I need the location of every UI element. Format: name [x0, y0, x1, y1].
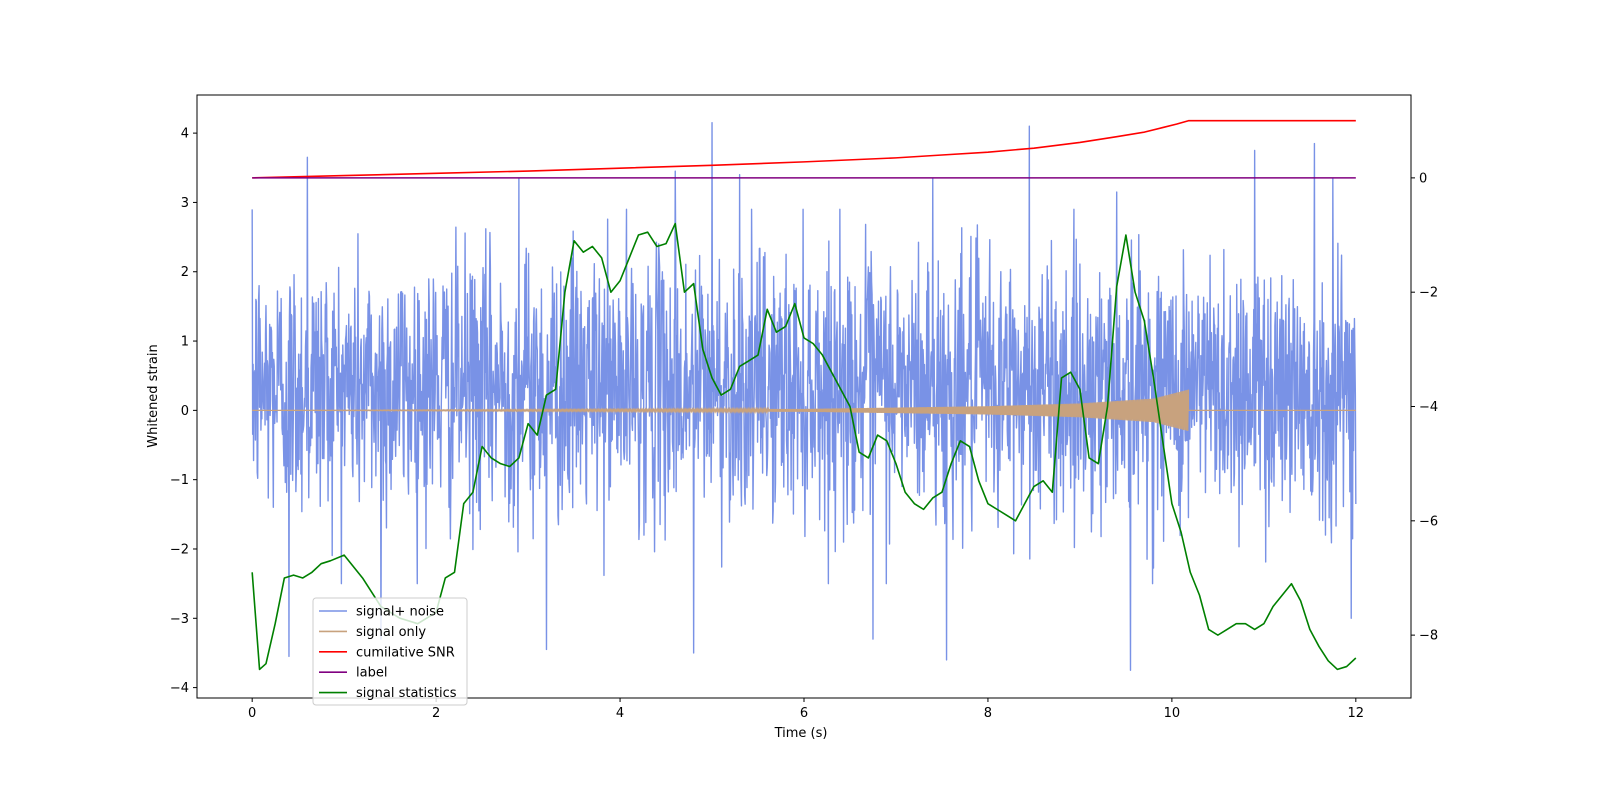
- y-axis-label: Whitened strain: [146, 344, 161, 447]
- series-signal-statistics: [251, 222, 1357, 671]
- y-right-tick-label: 0: [1419, 171, 1427, 186]
- legend-box: [312, 597, 468, 706]
- y-left-tick-label: 1: [181, 335, 189, 350]
- legend-label: cumilative SNR: [356, 645, 455, 660]
- y-right-tick-label: −2: [1419, 286, 1438, 301]
- y-left-tick-label: 4: [181, 127, 189, 142]
- legend-label: signal statistics: [356, 686, 457, 701]
- series-signal-noise: [251, 122, 1357, 671]
- x-tick-label: 0: [248, 706, 256, 721]
- y-left-tick-label: −3: [170, 612, 189, 627]
- y-left-tick-label: 3: [181, 196, 189, 211]
- legend: signal+ noise signal only cumilative SNR la…: [312, 597, 468, 706]
- y-left-tick-label: −4: [170, 681, 189, 696]
- legend-label: label: [356, 666, 387, 681]
- x-tick-label: 4: [616, 706, 624, 721]
- y-left-tick-label: 2: [181, 265, 189, 280]
- y-right-tick-label: −6: [1419, 514, 1438, 529]
- legend-label: signal only: [356, 625, 426, 640]
- y-axis-left: −4 −3 −2 −1 0 1 2 3 4: [170, 127, 197, 696]
- x-tick-label: 6: [800, 706, 808, 721]
- series-signal-only: [252, 389, 1356, 431]
- y-left-tick-label: −2: [170, 542, 189, 557]
- y-right-tick-label: −4: [1419, 400, 1438, 415]
- x-tick-label: 12: [1348, 706, 1365, 721]
- series-layer: [251, 119, 1357, 671]
- y-left-tick-label: −1: [170, 473, 189, 488]
- legend-label: signal+ noise: [356, 605, 444, 620]
- y-axis-right: −8 −6 −4 −2 0: [1411, 171, 1438, 644]
- y-right-tick-label: −8: [1419, 629, 1438, 644]
- series-cumilative-snr: [252, 119, 1356, 179]
- x-axis-label: Time (s): [774, 726, 828, 741]
- y-left-tick-label: 0: [181, 404, 189, 419]
- x-tick-label: 2: [432, 706, 440, 721]
- x-tick-label: 10: [1164, 706, 1181, 721]
- x-tick-label: 8: [984, 706, 992, 721]
